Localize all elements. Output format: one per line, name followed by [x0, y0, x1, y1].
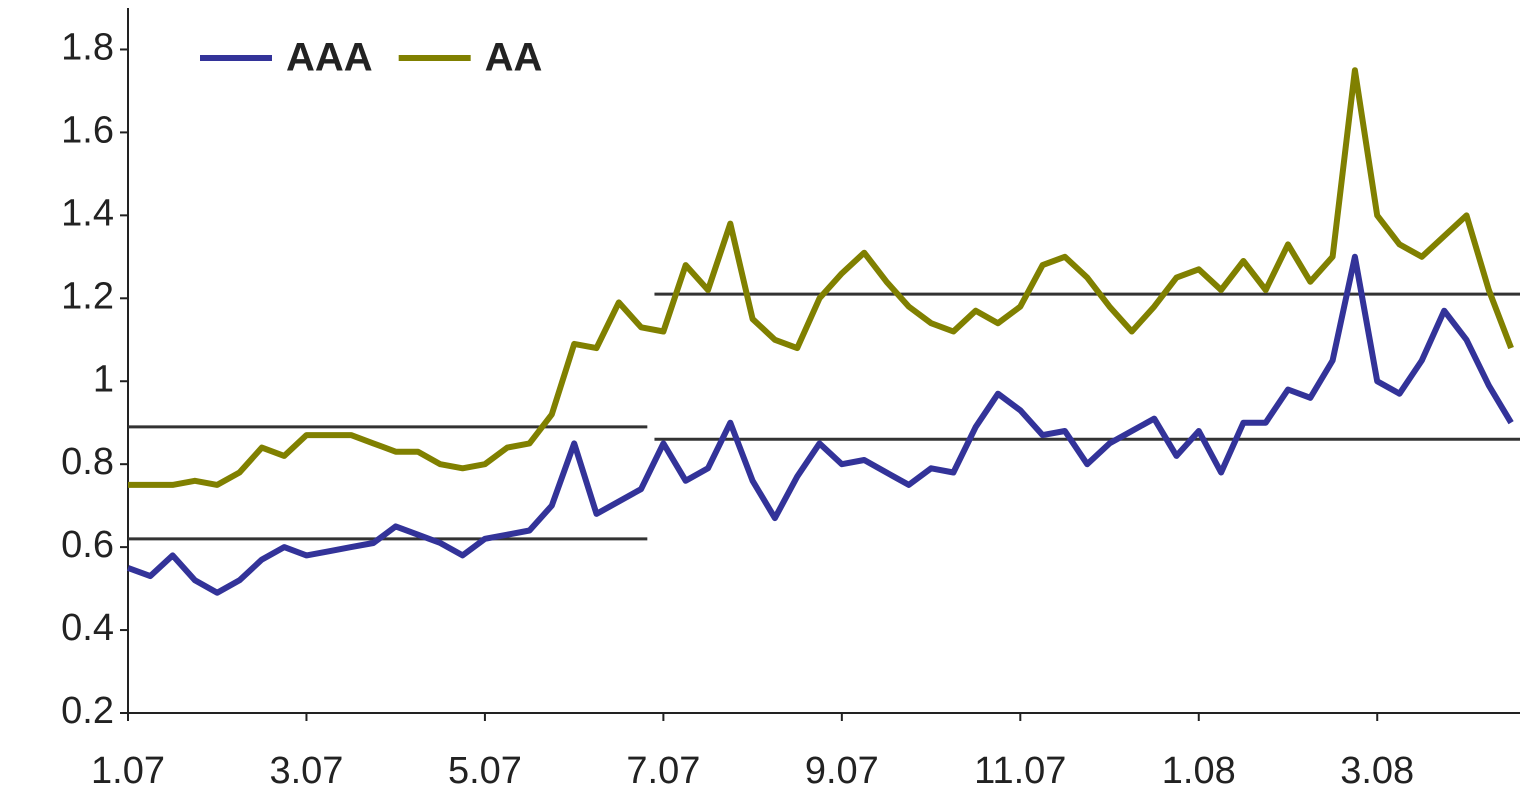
- y-tick-label: 0.8: [61, 441, 114, 483]
- x-tick-label: 9.07: [805, 750, 879, 792]
- y-tick-label: 0.4: [61, 607, 114, 649]
- y-tick-label: 1.2: [61, 275, 114, 317]
- x-tick-label: 3.07: [269, 750, 343, 792]
- y-tick-label: 1: [93, 358, 114, 400]
- series-line: [128, 67, 1514, 488]
- y-tick-label: 1.6: [61, 109, 114, 151]
- x-tick-label: 5.07: [448, 750, 522, 792]
- x-tick-label: 11.07: [974, 750, 1066, 792]
- legend-label: AAA: [286, 36, 373, 80]
- y-tick-label: 1.8: [61, 27, 114, 69]
- series-line: [126, 253, 1514, 596]
- x-tick-label: 1.08: [1162, 750, 1236, 792]
- x-tick-label: 7.07: [626, 750, 700, 792]
- y-tick-label: 0.6: [61, 524, 114, 566]
- x-tick-label: 3.08: [1340, 750, 1414, 792]
- x-tick-label: 1.07: [91, 750, 165, 792]
- y-tick-label: 1.4: [61, 192, 114, 234]
- y-tick-label: 0.2: [61, 690, 114, 732]
- legend-label: AA: [485, 36, 543, 80]
